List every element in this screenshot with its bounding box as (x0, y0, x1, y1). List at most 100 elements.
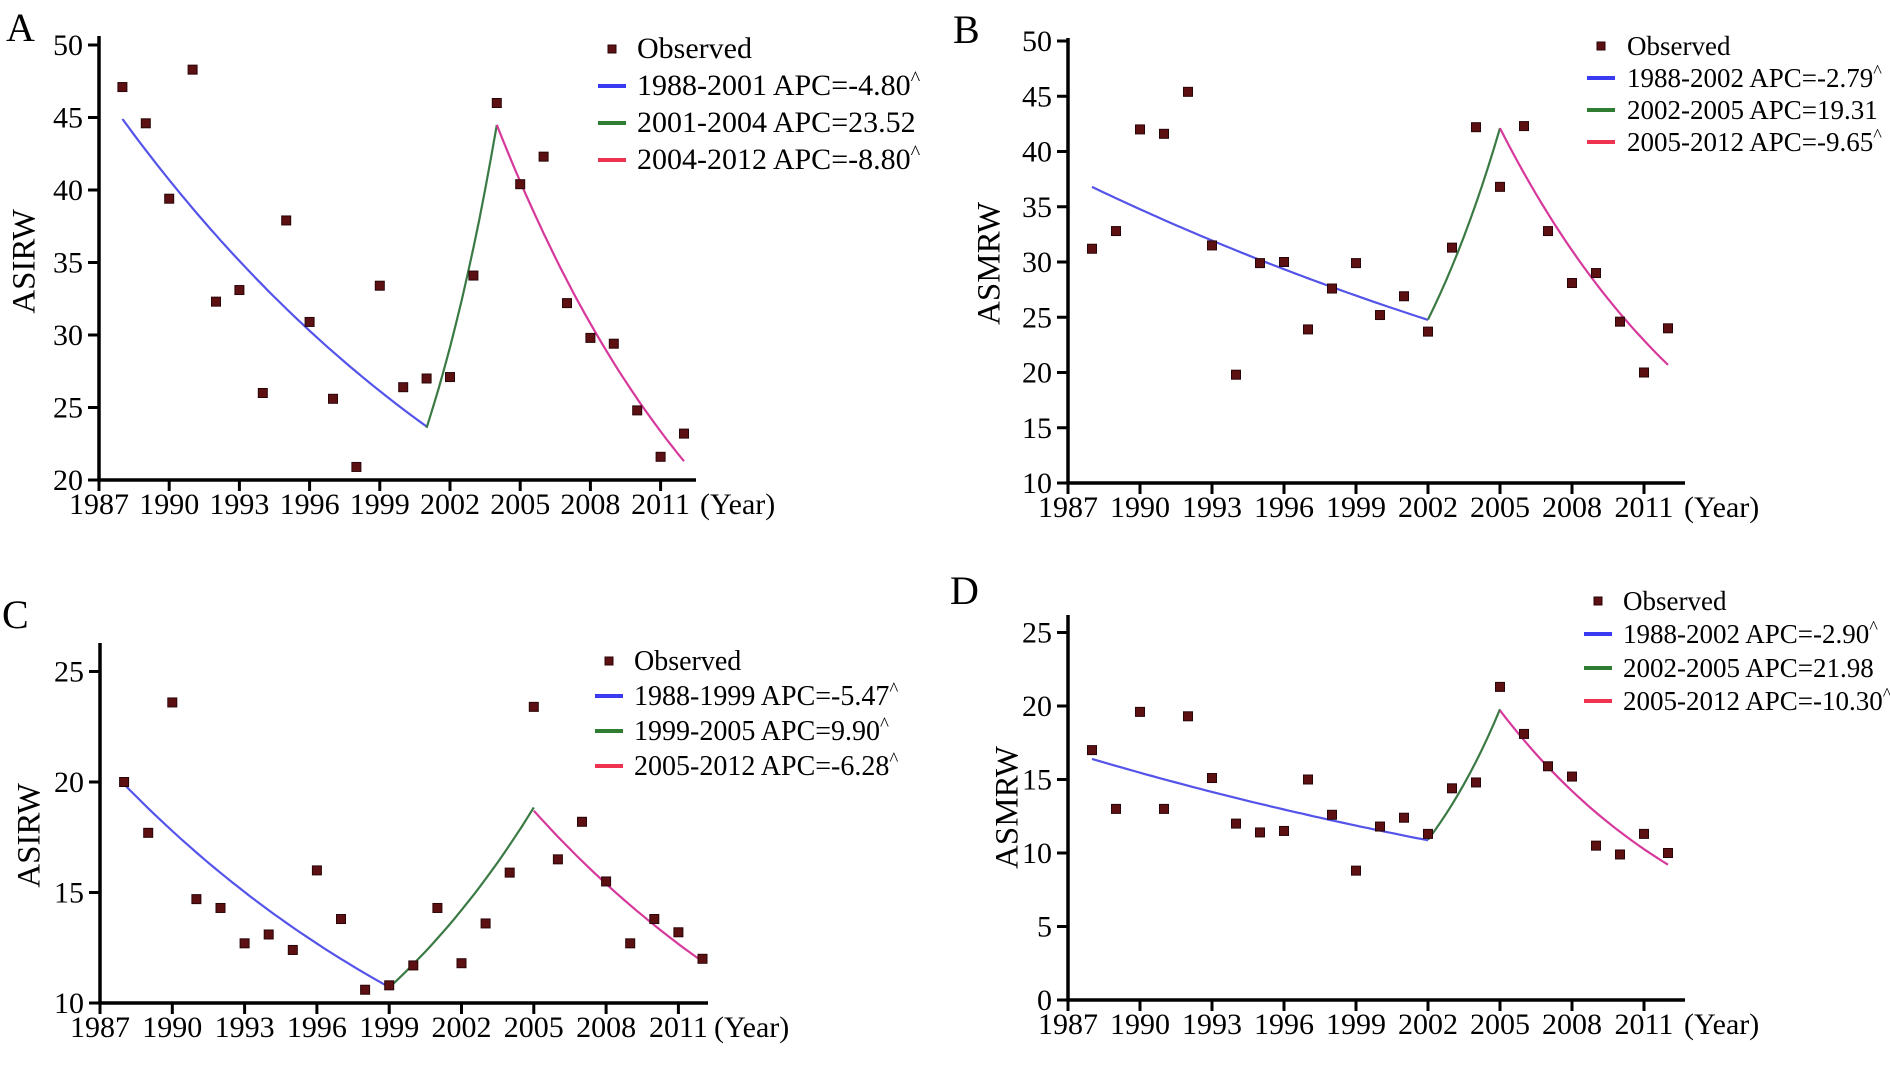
y-tick-label: 25 (1022, 617, 1052, 650)
x-tick-label: 2011 (1615, 491, 1674, 524)
data-point (360, 984, 371, 995)
data-point (577, 816, 587, 827)
data-point (1279, 257, 1289, 267)
trend-line-segment (1499, 127, 1669, 366)
trend-line-segment (1427, 127, 1502, 320)
data-point (421, 373, 432, 384)
data-point (538, 151, 549, 162)
x-tick-label: 1990 (1110, 491, 1170, 524)
data-point (1399, 812, 1409, 823)
panel-b-label: B (953, 7, 980, 52)
panel-b: B ASMRW 1987 1990 1993 1996 1999 2002 2005 2008… (945, 0, 1890, 543)
x-tick-label: 1999 (1326, 1008, 1386, 1041)
data-point (432, 902, 443, 913)
legend-observed-marker (1596, 41, 1606, 51)
data-point (1639, 367, 1649, 378)
data-point (1639, 828, 1649, 839)
y-tick-label: 40 (53, 174, 83, 207)
data-point (408, 960, 419, 971)
data-point (1351, 258, 1361, 269)
x-tick-label: 1996 (1254, 491, 1314, 524)
data-point (1303, 774, 1313, 785)
x-axis-unit-label: (Year) (700, 488, 775, 521)
legend-observed-marker (1593, 596, 1603, 606)
data-point (191, 894, 202, 905)
panel-a-label: A (6, 5, 35, 50)
data-point (1351, 865, 1361, 876)
data-point (143, 827, 154, 838)
data-point (601, 876, 612, 887)
data-point (211, 296, 221, 307)
data-point (1519, 121, 1529, 132)
data-point (1447, 783, 1457, 794)
data-point (649, 914, 660, 925)
data-point (1615, 849, 1625, 860)
x-tick-label: 2002 (432, 1011, 492, 1044)
y-tick-label: 35 (1022, 191, 1052, 224)
data-point (187, 64, 198, 75)
legend-observed-label: Observed (1623, 586, 1727, 616)
x-tick-label: 2005 (1470, 491, 1530, 524)
legend-observed-label: Observed (634, 646, 741, 677)
data-point (239, 938, 250, 949)
x-tick-label: 2008 (560, 488, 620, 521)
legend-observed-marker (607, 44, 617, 54)
y-tick-label: 45 (1022, 80, 1052, 113)
panel-c-label: C (2, 592, 29, 637)
data-point (1447, 242, 1457, 253)
data-point (1111, 226, 1121, 237)
x-tick-label: 2005 (504, 1011, 564, 1044)
panel-a-plot: 1987 1990 1993 1996 1999 2002 2005 2008 2011 (Yea… (53, 29, 921, 521)
data-point (328, 393, 338, 404)
x-tick-label: 1987 (1038, 491, 1098, 524)
y-tick-label: 10 (1022, 467, 1052, 500)
data-point (1207, 240, 1217, 251)
data-point (1543, 226, 1553, 237)
data-point (608, 338, 619, 349)
y-tick-label: 15 (1022, 412, 1052, 445)
data-point (263, 929, 274, 940)
data-point (167, 697, 178, 708)
data-point (1183, 711, 1193, 722)
data-point (1087, 745, 1097, 756)
data-point (351, 461, 362, 472)
data-point (1111, 803, 1121, 814)
y-tick-label: 20 (1022, 357, 1052, 390)
data-point (1375, 310, 1385, 321)
y-tick-label: 25 (53, 392, 83, 425)
y-tick-label: 25 (54, 656, 84, 689)
data-point (1255, 258, 1265, 269)
x-axis-unit-label: (Year) (714, 1011, 789, 1044)
data-point (1207, 773, 1217, 784)
data-point (336, 914, 346, 925)
x-tick-label: 2011 (631, 488, 690, 521)
data-point (1087, 243, 1097, 254)
trend-line-segment (1427, 708, 1502, 841)
data-point (504, 867, 515, 878)
y-tick-label: 25 (1022, 301, 1052, 334)
data-point (1615, 316, 1625, 327)
x-tick-label: 1993 (215, 1011, 275, 1044)
legend-segment-label: 1988-2002 APC=-2.90^ (1623, 617, 1878, 649)
y-tick-label: 0 (1037, 984, 1052, 1017)
data-point (1399, 291, 1409, 302)
x-tick-label: 1987 (69, 488, 129, 521)
data-point (119, 777, 130, 787)
data-point (1543, 761, 1553, 772)
x-tick-label: 1999 (350, 488, 410, 521)
trend-line-segment (532, 809, 704, 963)
x-tick-label: 1987 (1038, 1008, 1098, 1041)
panel-d-plot: 1987 1990 1993 1996 1999 2002 2005 2008 2011 (Yea… (1022, 586, 1890, 1041)
legend-segment-label: 2001-2004 APC=23.52 (637, 106, 916, 139)
data-point (1375, 821, 1385, 832)
x-tick-label: 1996 (280, 488, 340, 521)
data-point (1135, 706, 1145, 717)
legend-segment-label: 2002-2005 APC=21.98 (1623, 653, 1874, 683)
data-point (1159, 128, 1169, 139)
data-point (673, 927, 684, 938)
trend-line-segment (123, 783, 390, 989)
data-point (1423, 828, 1433, 839)
panel-b-plot: 1987 1990 1993 1996 1999 2002 2005 2008 2011 (Yea… (1022, 25, 1882, 524)
trend-line-segment (1091, 185, 1429, 321)
